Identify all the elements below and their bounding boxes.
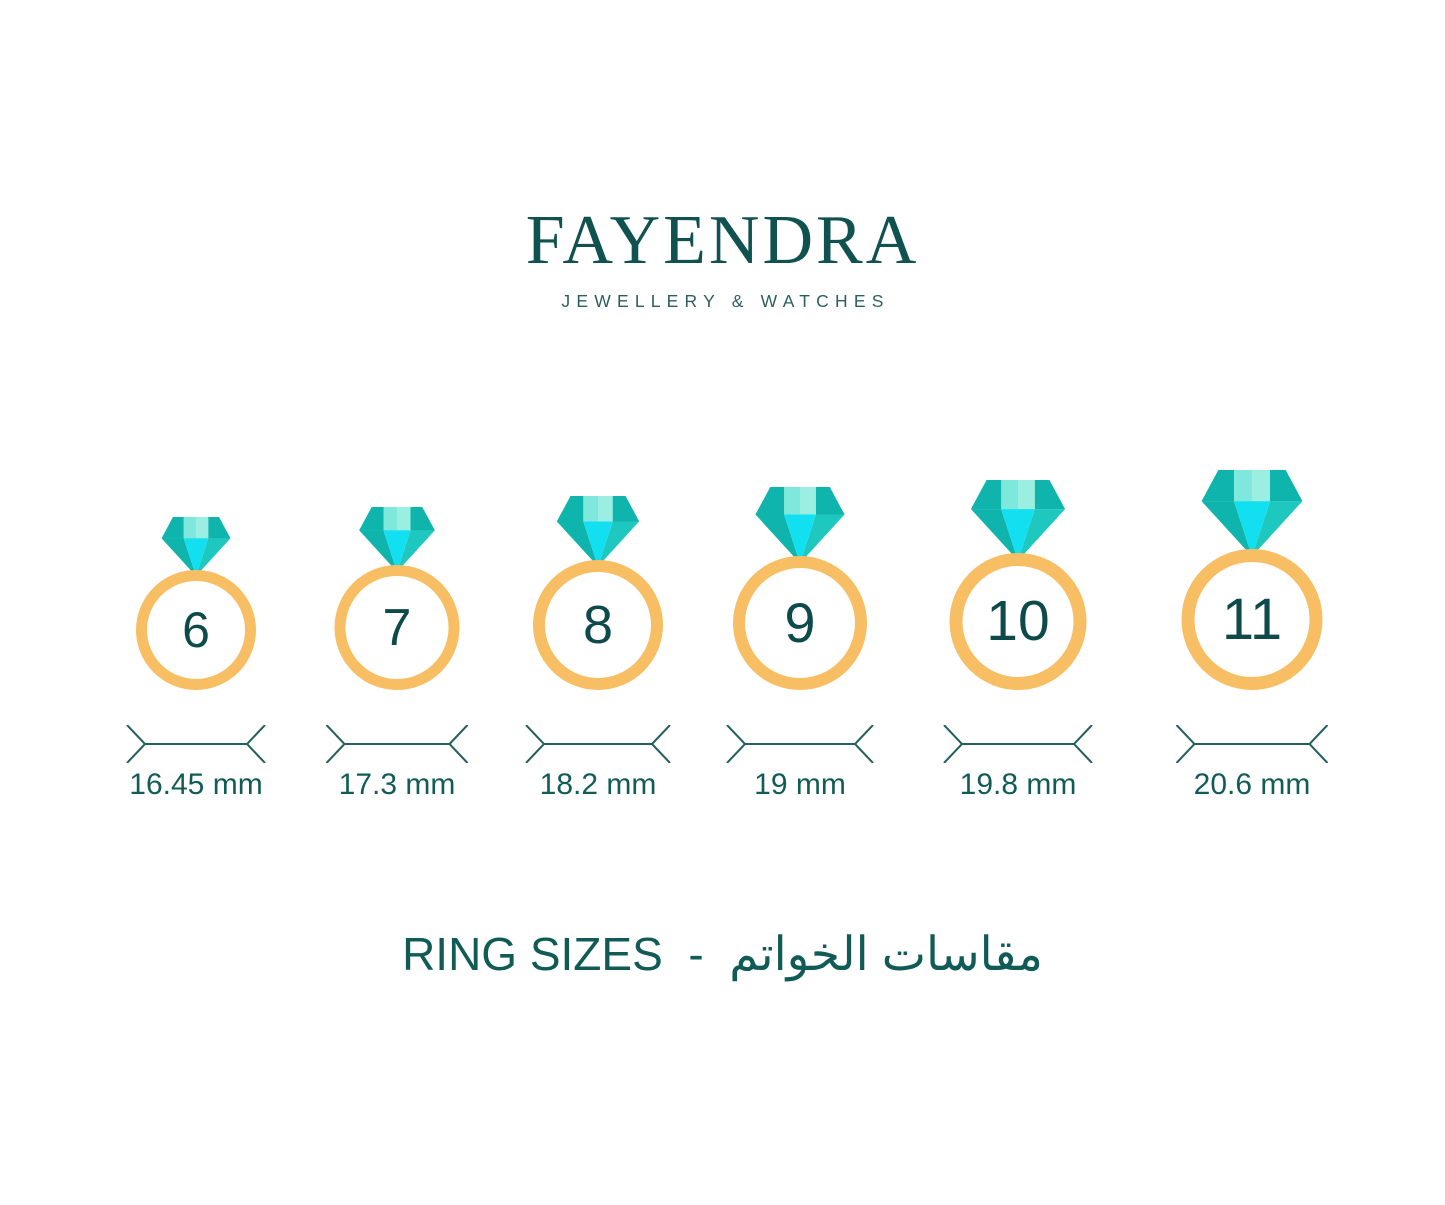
dimension-arrow — [126, 725, 266, 763]
page-title-arabic: مقاسات الخواتم — [729, 927, 1043, 980]
diamond-gem-icon — [556, 496, 640, 567]
brand-logo: FAYENDRA JEWELLERY & WATCHES — [0, 206, 1445, 311]
ring-size-number: 7 — [382, 598, 412, 657]
ring-measurement-label: 19.8 mm — [959, 768, 1077, 801]
diamond-gem-icon — [970, 479, 1066, 561]
ring-size-item[interactable]: 7 17.3 mm — [297, 440, 497, 820]
ring-size-number: 8 — [582, 595, 614, 655]
ring-measurement-label: 18.2 mm — [539, 768, 657, 801]
dimension-arrow — [325, 725, 469, 763]
ring-size-item[interactable]: 8 18.2 mm — [498, 440, 698, 820]
ring-size-item[interactable]: 6 16.45 mm — [96, 440, 296, 820]
ring-illustration: 6 — [96, 440, 296, 740]
dimension-arrow — [1175, 725, 1329, 763]
page-title-separator: - — [688, 928, 704, 980]
ring-band — [334, 565, 460, 690]
brand-tagline: JEWELLERY & WATCHES — [561, 291, 890, 311]
ring-measurement-label: 20.6 mm — [1193, 768, 1311, 801]
ring-size-number: 9 — [784, 591, 816, 654]
dimension-arrow — [525, 725, 671, 763]
dimension-arrow — [726, 725, 874, 763]
ring-size-number: 6 — [182, 602, 210, 658]
brand-name: FAYENDRA — [525, 202, 920, 279]
dimension-arrow — [943, 725, 1093, 763]
ring-measurement-label: 17.3 mm — [338, 768, 456, 801]
ring-illustration: 11 — [1152, 440, 1352, 740]
diamond-gem-icon — [161, 517, 231, 577]
ring-size-item[interactable]: 11 20.6 mm — [1152, 440, 1352, 820]
ring-measurement-label: 19 mm — [754, 768, 846, 801]
ring-size-item[interactable]: 9 19 mm — [700, 440, 900, 820]
ring-size-row: 6 16.45 mm 7 17.3 mm 8 18.2 mm 9 19 mm 10 19.8 mm… — [0, 440, 1445, 820]
ring-illustration: 9 — [700, 440, 900, 740]
ring-size-number: 11 — [1221, 586, 1283, 652]
diamond-gem-icon — [755, 486, 845, 563]
diamond-gem-icon — [1201, 470, 1303, 557]
ring-size-item[interactable]: 10 19.8 mm — [918, 440, 1118, 820]
page-title: RING SIZES - مقاسات الخواتم — [0, 930, 1445, 977]
ring-size-number: 10 — [986, 589, 1050, 653]
ring-band — [136, 570, 256, 690]
ring-measurement-label: 16.45 mm — [129, 768, 263, 801]
ring-illustration: 7 — [297, 440, 497, 740]
page-title-english: RING SIZES — [402, 928, 663, 980]
ring-illustration: 10 — [918, 440, 1118, 740]
diamond-gem-icon — [359, 506, 435, 572]
ring-illustration: 8 — [498, 440, 698, 740]
